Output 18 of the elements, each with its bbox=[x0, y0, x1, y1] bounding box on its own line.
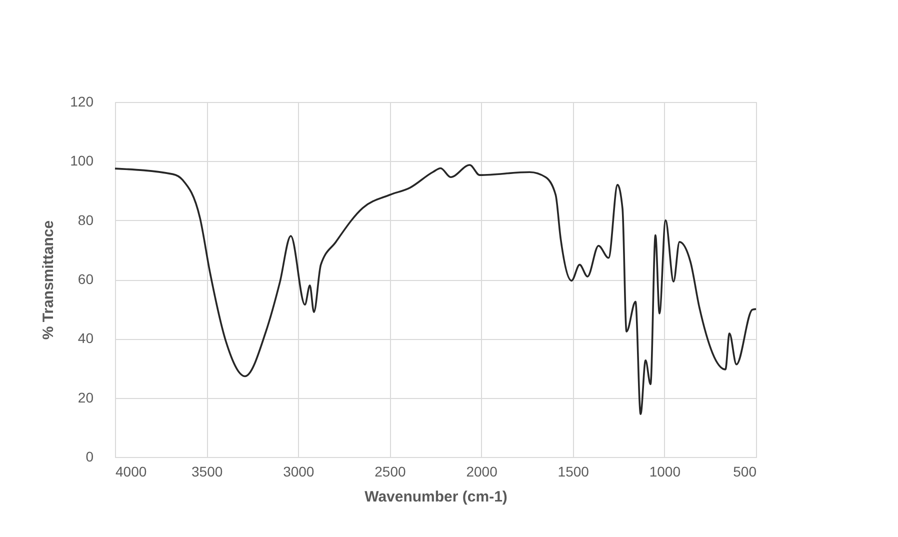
y-tick-label: 120 bbox=[70, 94, 94, 110]
y-tick-label: 100 bbox=[70, 152, 94, 169]
x-tick-label: 500 bbox=[733, 464, 757, 480]
line-series bbox=[114, 164, 757, 416]
x-axis-title: Wavenumber (cm-1) bbox=[364, 488, 508, 506]
y-tick-label: 40 bbox=[78, 330, 94, 346]
x-tick-label: 4000 bbox=[116, 464, 147, 480]
x-tick-label: 2000 bbox=[466, 464, 498, 480]
x-tick-label: 1500 bbox=[558, 464, 590, 480]
x-tick-label: 3500 bbox=[191, 464, 223, 480]
y-tick-label: 0 bbox=[86, 448, 94, 464]
y-tick-label: 20 bbox=[78, 389, 94, 406]
y-tick-label: 60 bbox=[78, 271, 94, 287]
y-tick-label: 80 bbox=[78, 212, 94, 228]
y-axis-title: % Transmittance bbox=[40, 220, 58, 340]
x-tick-label: 2500 bbox=[374, 464, 406, 480]
x-tick-label: 1000 bbox=[649, 464, 681, 480]
x-tick-label: 3000 bbox=[283, 464, 314, 480]
